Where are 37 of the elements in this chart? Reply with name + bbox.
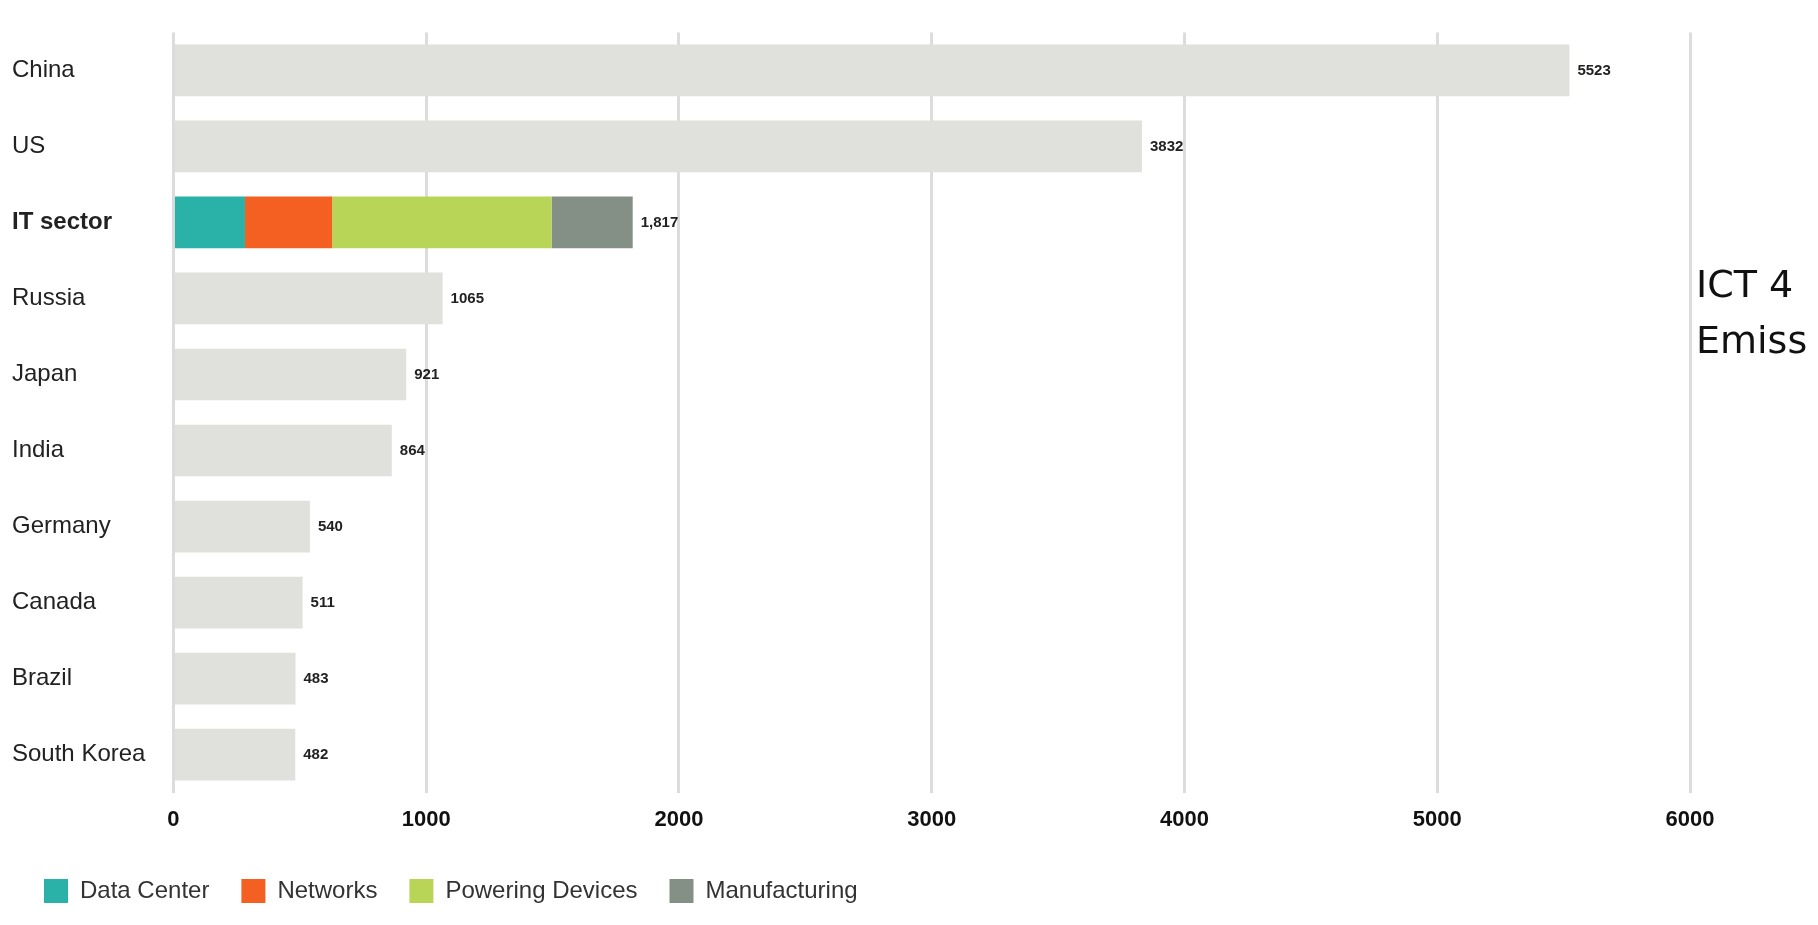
y-tick-label: US: [12, 131, 46, 159]
text: ICT 4: [1696, 262, 1794, 307]
total-label: 540: [317, 516, 343, 534]
bar: [244, 196, 333, 249]
total-label: 864: [399, 440, 426, 458]
x-tick-label: 4000: [1160, 805, 1209, 831]
y-tick-label: Brazil: [12, 663, 73, 691]
x-tick-label: 0: [167, 805, 180, 831]
y-tick-label: China: [12, 55, 76, 83]
y-tick-label: IT sector: [12, 207, 113, 235]
legend-label: Powering Devices: [445, 875, 638, 903]
x-tick-label: 2000: [654, 805, 704, 831]
bar: [332, 196, 552, 249]
x-tick-label: 1000: [401, 805, 451, 831]
y-tick-label: Canada: [12, 587, 97, 615]
bar: [551, 196, 633, 249]
legend-label: Data Center: [80, 875, 210, 903]
y-tick-label: Germany: [12, 511, 111, 539]
y-tick-label: Russia: [12, 283, 87, 311]
total-label: 1,817: [640, 212, 679, 230]
bar: [174, 196, 245, 249]
total-label: 5523: [1577, 60, 1611, 78]
y-tick-label: India: [12, 435, 65, 463]
x-tick-label: 3000: [907, 805, 957, 831]
x-tick-label: 6000: [1665, 805, 1715, 831]
total-label: 511: [310, 592, 335, 610]
text: Emiss: [1696, 318, 1808, 363]
y-tick-label: Japan: [12, 359, 78, 387]
legend-label: Networks: [277, 875, 378, 903]
total-label: 1065: [450, 288, 484, 306]
y-tick-label: South Korea: [12, 739, 147, 767]
legend-label: Manufacturing: [705, 875, 858, 903]
total-label: 3832: [1150, 136, 1184, 154]
total-label: 483: [303, 668, 329, 686]
total-label: 482: [303, 744, 329, 762]
x-tick-label: 5000: [1412, 805, 1462, 831]
total-label: 921: [414, 364, 440, 382]
